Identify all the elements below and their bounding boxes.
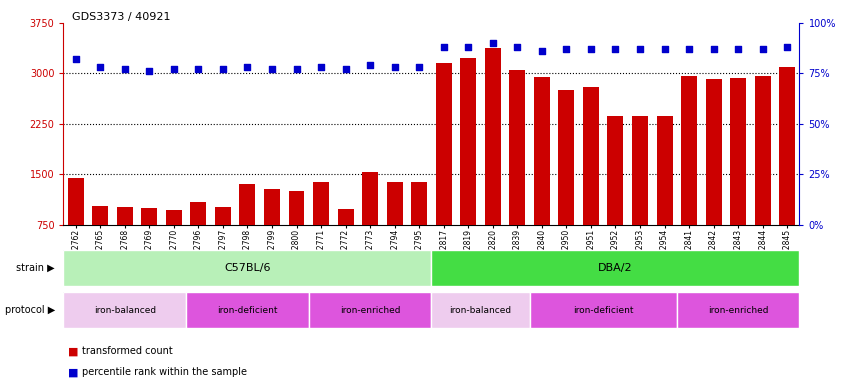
Point <box>265 66 278 73</box>
Point <box>412 65 426 71</box>
Point <box>93 65 107 71</box>
Bar <box>485 48 501 225</box>
Point <box>682 46 695 52</box>
Point <box>706 46 720 52</box>
Point <box>167 66 180 73</box>
Point <box>657 46 671 52</box>
Bar <box>706 79 722 225</box>
Text: strain ▶: strain ▶ <box>16 263 55 273</box>
Bar <box>431 292 530 328</box>
Bar <box>677 292 799 328</box>
Point <box>437 44 450 50</box>
Bar <box>509 70 525 225</box>
Bar <box>117 207 133 225</box>
Point <box>535 48 548 55</box>
Bar <box>755 76 771 225</box>
Bar <box>656 116 673 225</box>
Text: C57BL/6: C57BL/6 <box>224 263 271 273</box>
Bar <box>411 182 427 225</box>
Bar <box>338 209 354 225</box>
Bar <box>362 172 378 225</box>
Point <box>584 46 597 52</box>
Point <box>191 66 205 73</box>
Bar <box>530 292 677 328</box>
Bar <box>309 292 431 328</box>
Point <box>289 66 303 73</box>
Bar <box>583 87 599 225</box>
Point <box>363 62 376 68</box>
Text: iron-deficient: iron-deficient <box>217 306 277 314</box>
Point <box>387 65 401 71</box>
Point <box>338 66 352 73</box>
Text: transformed count: transformed count <box>82 346 173 356</box>
Point <box>731 46 744 52</box>
Bar <box>431 250 799 286</box>
Text: iron-balanced: iron-balanced <box>449 306 512 314</box>
Text: DBA/2: DBA/2 <box>598 263 633 273</box>
Bar <box>166 210 182 225</box>
Bar <box>460 58 476 225</box>
Bar <box>215 207 231 225</box>
Bar <box>313 182 329 225</box>
Point <box>755 46 769 52</box>
Point <box>608 46 622 52</box>
Bar <box>779 67 795 225</box>
Text: iron-deficient: iron-deficient <box>573 306 634 314</box>
Bar <box>190 202 206 225</box>
Point <box>486 40 499 46</box>
Bar <box>558 89 574 225</box>
Point <box>461 44 475 50</box>
Point <box>633 46 646 52</box>
Bar <box>63 292 186 328</box>
Point <box>69 56 82 63</box>
Point <box>142 68 156 74</box>
Bar <box>607 116 624 225</box>
Text: GDS3373 / 40921: GDS3373 / 40921 <box>72 12 170 22</box>
Point <box>780 44 794 50</box>
Bar <box>288 191 305 225</box>
Bar <box>63 250 431 286</box>
Point <box>240 65 254 71</box>
Text: ■: ■ <box>68 346 78 356</box>
Bar <box>436 63 452 225</box>
Text: iron-enriched: iron-enriched <box>340 306 400 314</box>
Text: protocol ▶: protocol ▶ <box>5 305 55 315</box>
Bar <box>730 78 746 225</box>
Bar <box>68 178 84 225</box>
Bar <box>681 76 697 225</box>
Bar <box>141 208 157 225</box>
Point <box>559 46 573 52</box>
Bar <box>534 78 550 225</box>
Bar <box>387 182 403 225</box>
Bar <box>632 116 648 225</box>
Bar <box>186 292 309 328</box>
Point <box>216 66 229 73</box>
Bar <box>239 184 255 225</box>
Text: iron-enriched: iron-enriched <box>708 306 768 314</box>
Point <box>118 66 131 73</box>
Text: ■: ■ <box>68 367 78 377</box>
Point <box>510 44 524 50</box>
Bar <box>264 189 280 225</box>
Text: iron-balanced: iron-balanced <box>94 306 156 314</box>
Point <box>314 65 327 71</box>
Text: percentile rank within the sample: percentile rank within the sample <box>82 367 247 377</box>
Bar <box>92 207 108 225</box>
